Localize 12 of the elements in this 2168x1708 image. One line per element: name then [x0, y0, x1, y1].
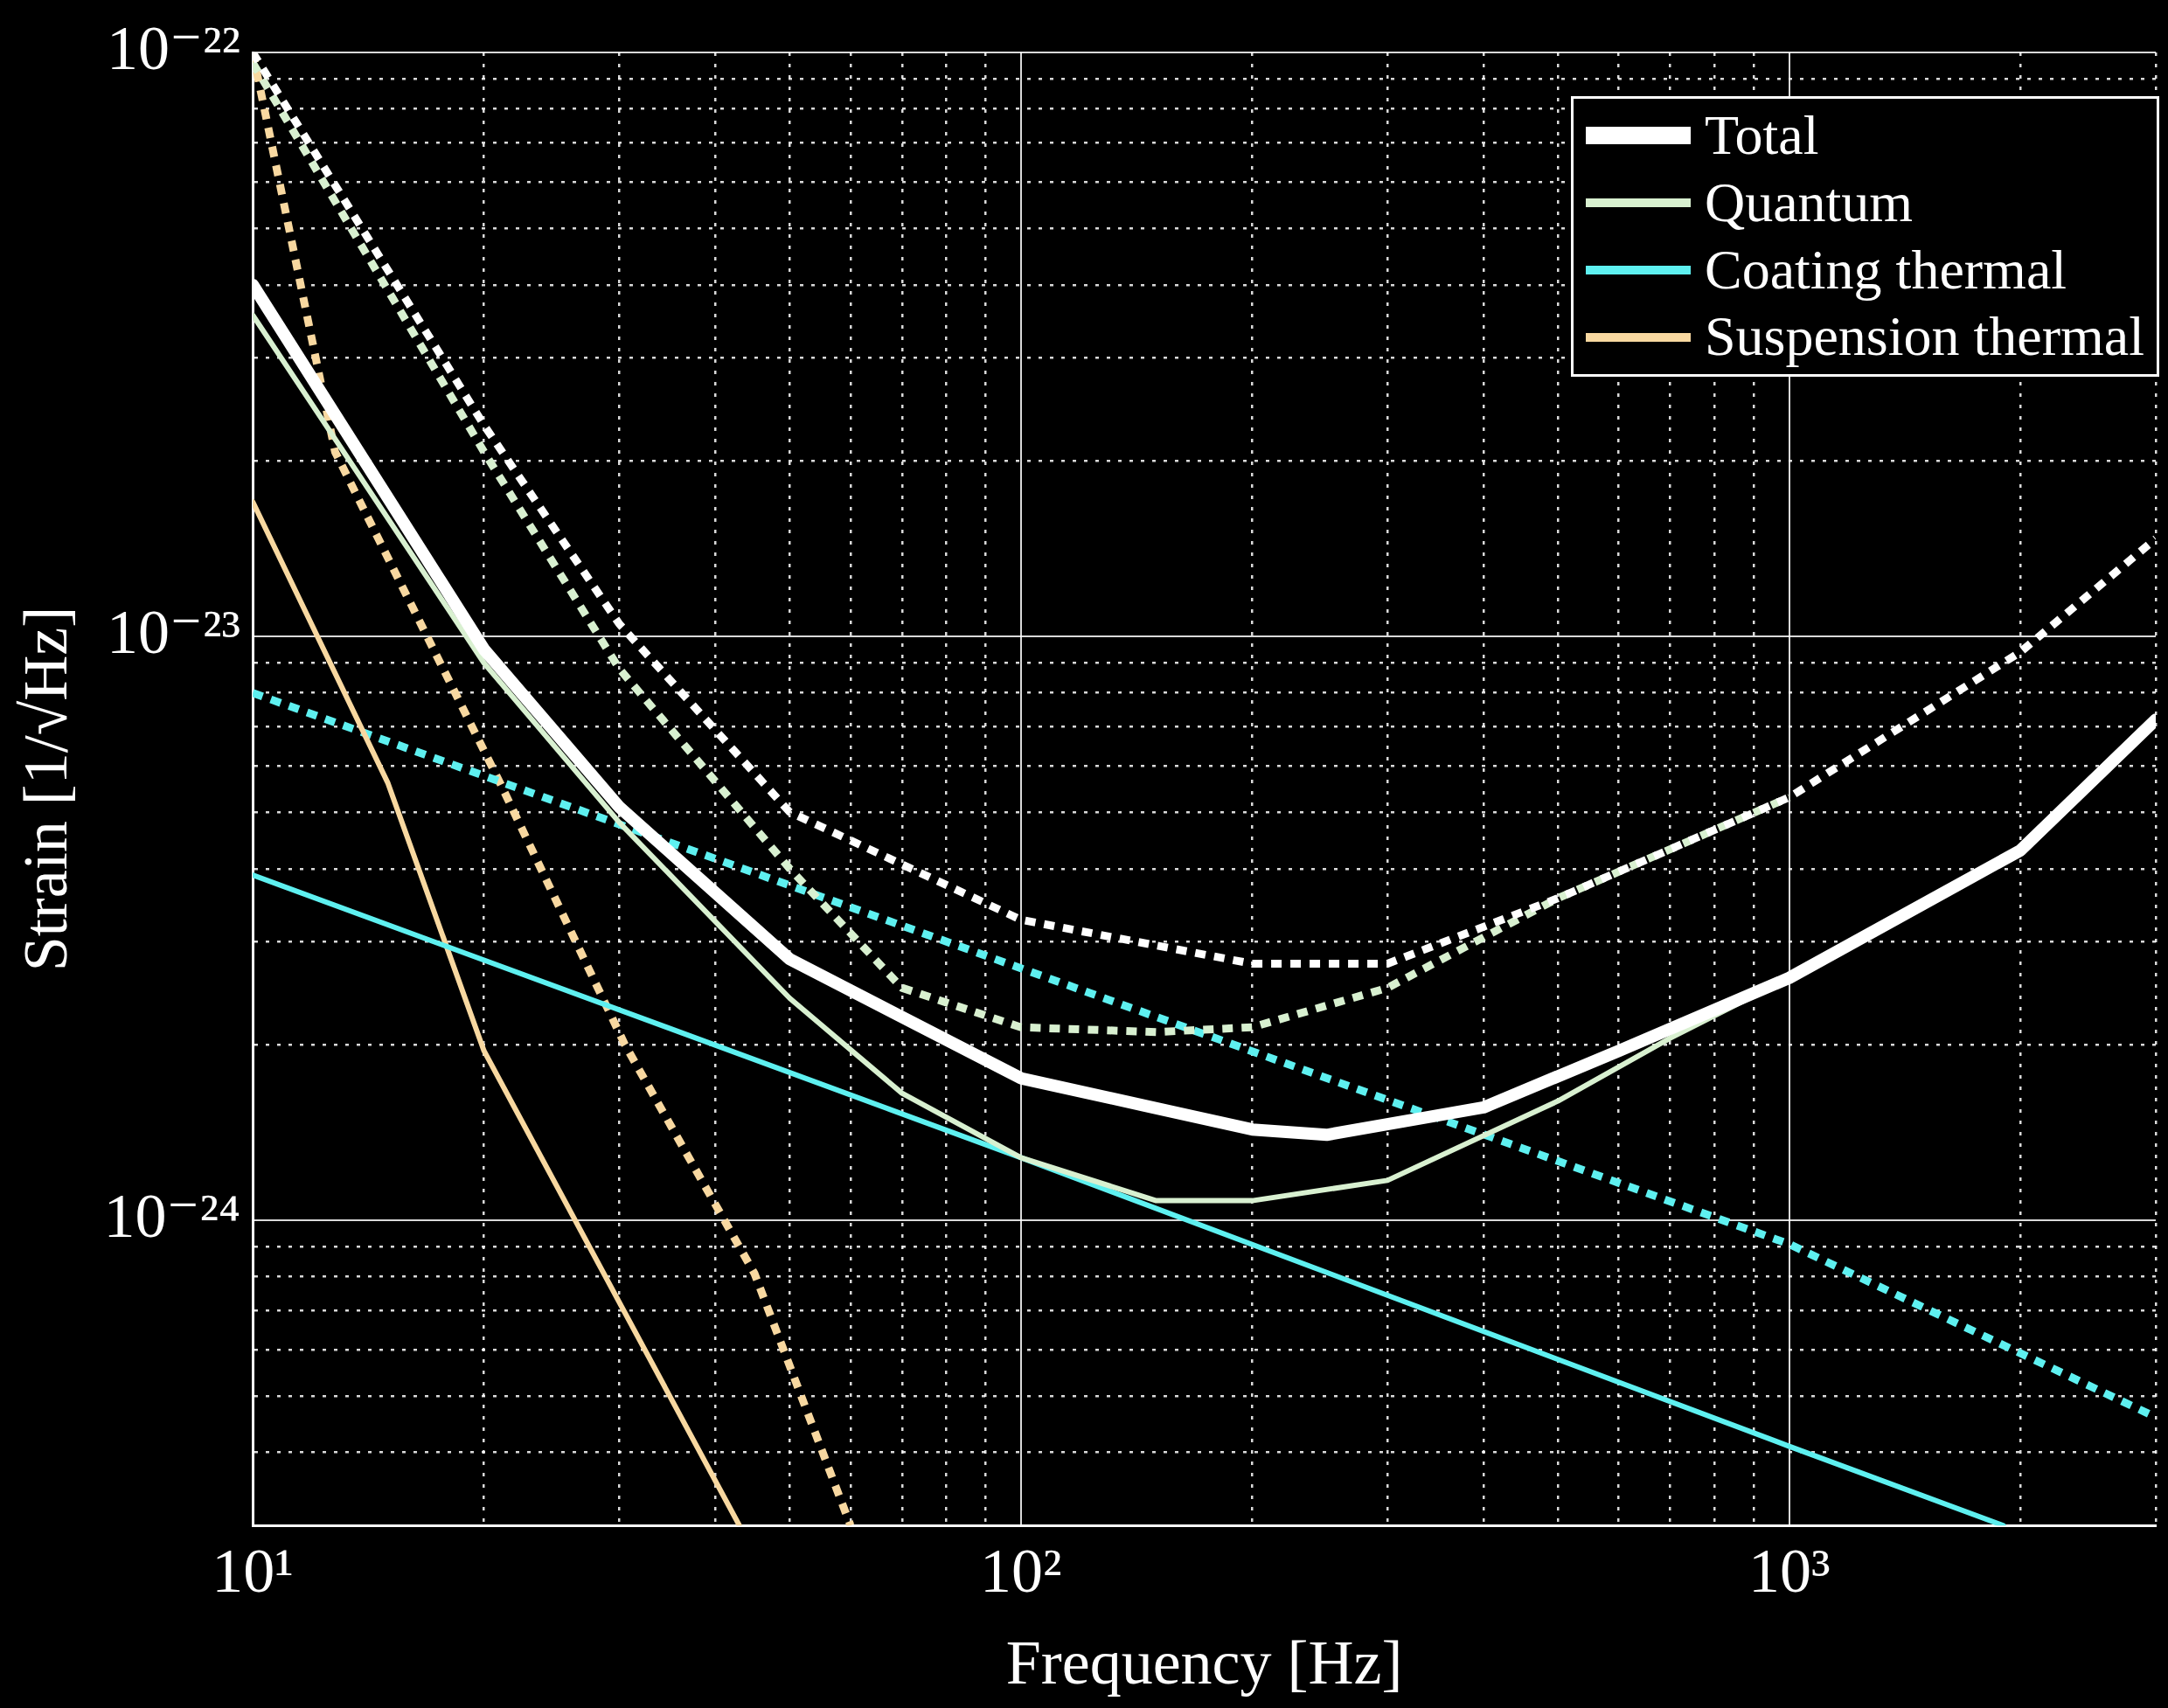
x-tick-label: 10³ [1748, 1536, 1831, 1607]
y-axis-title: Strain [1/√Hz] [10, 606, 81, 972]
legend-label: Total [1704, 103, 1819, 168]
y-tick-label: 10⁻²³ [106, 596, 241, 667]
legend-label: Quantum [1704, 170, 1914, 235]
x-tick-label: 10¹ [212, 1536, 294, 1607]
x-tick-label: 10² [980, 1536, 1062, 1607]
legend-label: Coating thermal [1704, 237, 2067, 302]
legend-label: Suspension thermal [1704, 304, 2144, 370]
y-tick-label: 10⁻²⁴ [103, 1180, 241, 1251]
x-axis-title: Frequency [Hz] [1005, 1627, 1403, 1698]
y-tick-label: 10⁻²² [106, 12, 241, 83]
